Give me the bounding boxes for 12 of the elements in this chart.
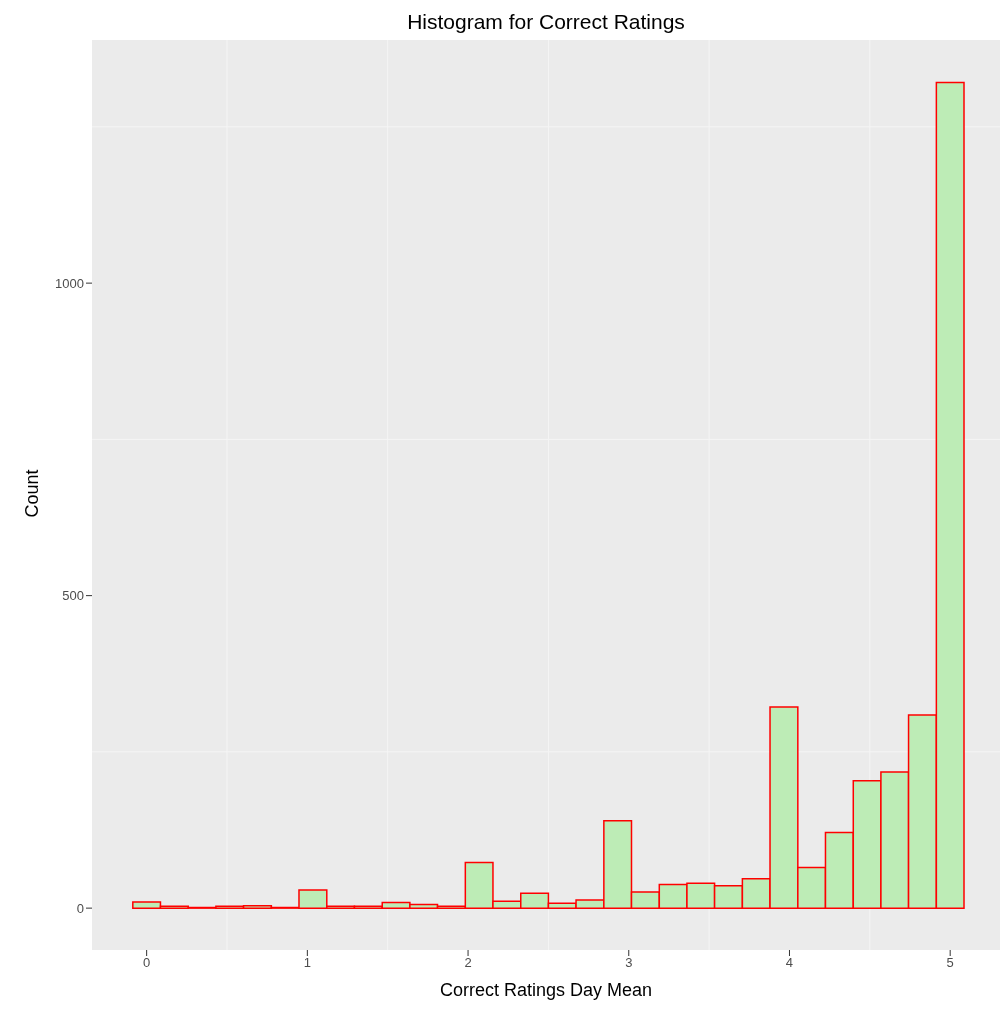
x-tick-label: 3: [625, 955, 633, 971]
x-tick-label: 0: [143, 955, 151, 971]
y-tick-label: 500: [62, 588, 84, 604]
x-tick-label: 1: [303, 955, 311, 971]
y-axis-title: Count: [21, 469, 43, 518]
x-tick-label: 2: [464, 955, 472, 971]
x-tick-label: 5: [946, 955, 954, 971]
y-tick-label: 0: [76, 900, 84, 916]
y-tick-label: 1000: [55, 275, 84, 291]
x-tick-label: 4: [785, 955, 794, 971]
x-axis-title: Correct Ratings Day Mean: [438, 980, 654, 1001]
chart-title: Histogram for Correct Ratings: [406, 10, 686, 34]
